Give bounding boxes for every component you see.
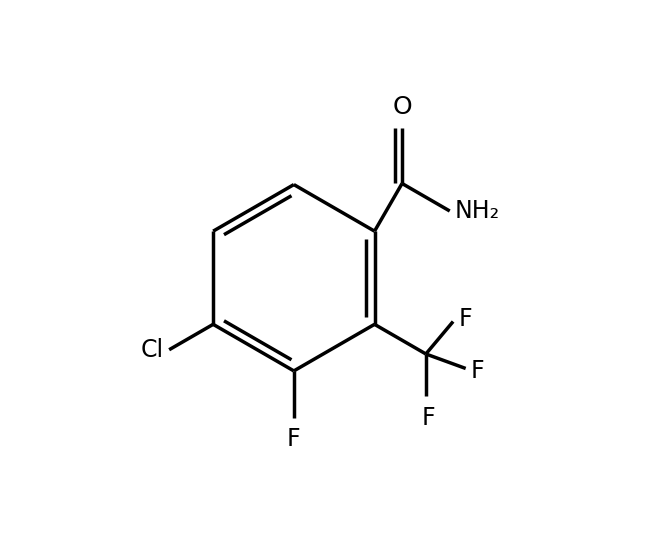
Text: F: F [471, 359, 484, 383]
Text: F: F [458, 307, 472, 332]
Text: F: F [421, 406, 435, 430]
Text: O: O [392, 95, 412, 119]
Text: NH₂: NH₂ [455, 199, 500, 223]
Text: Cl: Cl [141, 338, 164, 362]
Text: F: F [287, 427, 300, 451]
